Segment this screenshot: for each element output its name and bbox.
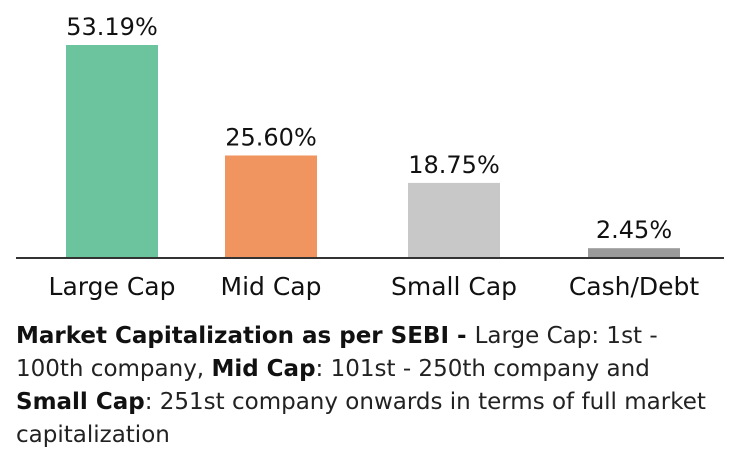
- mid-cap-term: Mid Cap: [211, 356, 316, 382]
- category-label: Mid Cap: [221, 272, 322, 301]
- category-label: Large Cap: [49, 272, 176, 301]
- bar-mid-cap: [225, 155, 317, 258]
- value-label: 25.60%: [225, 123, 317, 151]
- sebi-note: Market Capitalization as per SEBI - Larg…: [16, 320, 728, 452]
- small-cap-term: Small Cap: [16, 389, 145, 415]
- large-cap-definition: : 1st - 100th company,: [16, 323, 658, 382]
- note-heading: Market Capitalization as per SEBI -: [16, 323, 475, 349]
- bar-chart: 53.19% Large Cap 25.60% Mid Cap 18.75% Small …: [16, 13, 724, 301]
- large-cap-term: Large Cap: [474, 323, 592, 349]
- bar-large-cap: [66, 45, 158, 258]
- value-label: 53.19%: [66, 13, 158, 41]
- value-label: 18.75%: [408, 151, 500, 179]
- category-label: Small Cap: [391, 272, 517, 301]
- mid-cap-definition: : 101st - 250th company and: [315, 356, 650, 382]
- bar-small-cap: [408, 182, 500, 258]
- bar-cash-debt: [588, 248, 680, 258]
- value-label: 2.45%: [596, 216, 672, 244]
- category-label: Cash/Debt: [569, 272, 700, 301]
